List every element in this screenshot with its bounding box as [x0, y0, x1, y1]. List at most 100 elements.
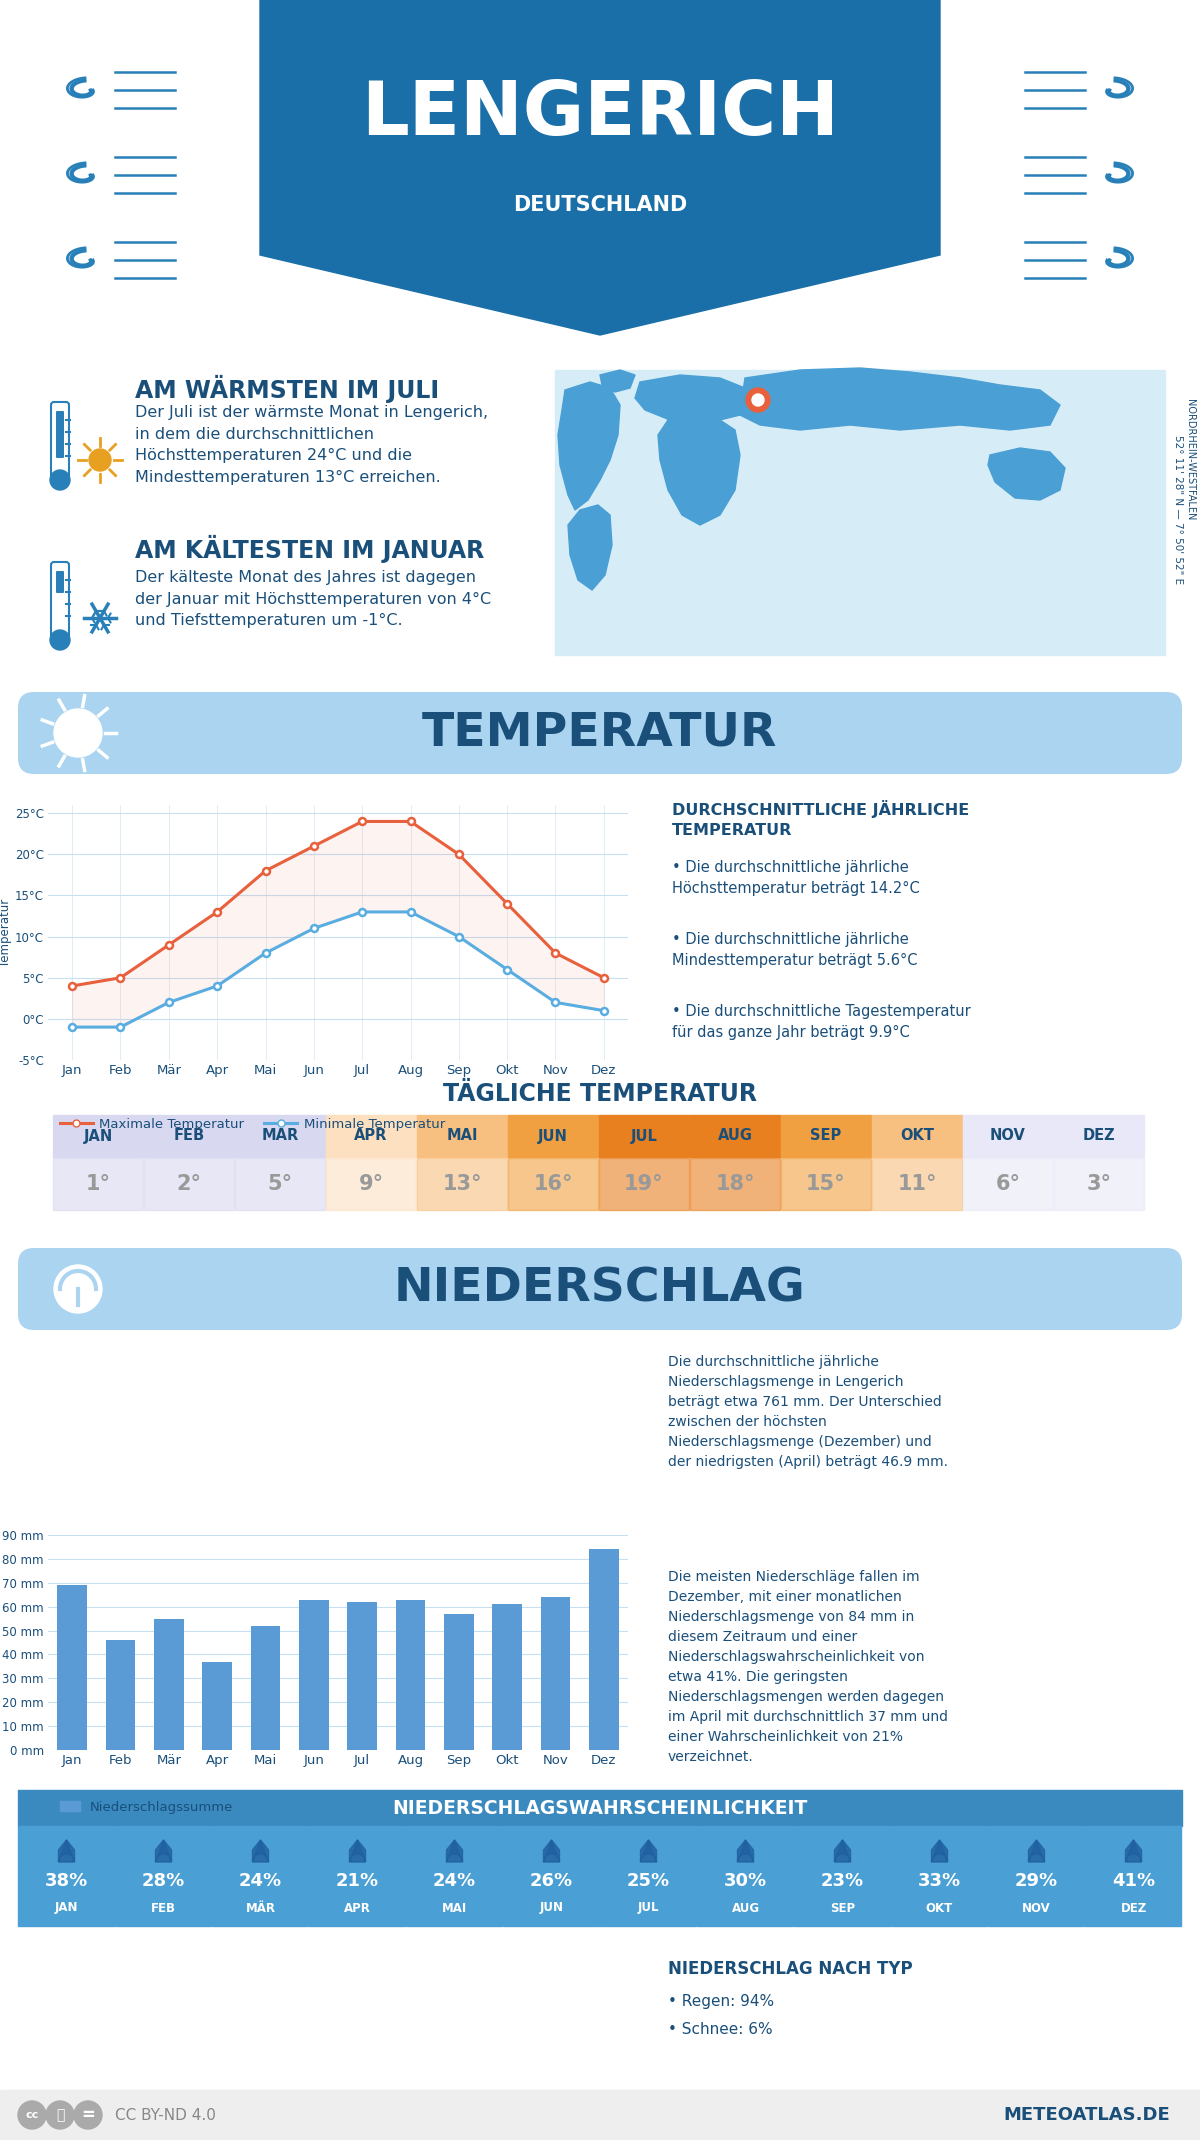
Text: 29%: 29%: [1015, 1872, 1058, 1890]
Bar: [503, 1825, 599, 1926]
Text: 2°: 2°: [176, 1175, 202, 1194]
Circle shape: [74, 2101, 102, 2129]
Text: =: =: [82, 2106, 95, 2125]
Text: Die meisten Niederschläge fallen im
Dezember, mit einer monatlichen
Niederschlag: Die meisten Niederschläge fallen im Deze…: [668, 1571, 948, 1766]
Bar: [251, 1626, 281, 1751]
Polygon shape: [252, 1840, 269, 1862]
Bar: [1054, 1115, 1144, 1158]
Polygon shape: [446, 1840, 462, 1862]
Circle shape: [46, 2101, 74, 2129]
Text: 1°: 1°: [85, 1175, 110, 1194]
Text: 5°: 5°: [268, 1175, 293, 1194]
Bar: [492, 1605, 522, 1751]
Circle shape: [54, 708, 102, 758]
Polygon shape: [1126, 1840, 1141, 1862]
Polygon shape: [349, 1840, 366, 1862]
Text: 23%: 23%: [821, 1872, 864, 1890]
Polygon shape: [740, 368, 1060, 430]
Text: NIEDERSCHLAGSWAHRSCHEINLICHKEIT: NIEDERSCHLAGSWAHRSCHEINLICHKEIT: [392, 1798, 808, 1817]
Polygon shape: [446, 1840, 462, 1862]
Bar: [18, 1789, 1182, 1825]
Text: JUL: JUL: [637, 1902, 659, 1915]
Text: FEB: FEB: [151, 1902, 176, 1915]
Bar: [310, 1825, 406, 1926]
Polygon shape: [156, 1840, 172, 1862]
Bar: [964, 1158, 1054, 1209]
Bar: [988, 1825, 1084, 1926]
Polygon shape: [544, 1840, 559, 1862]
Bar: [0, 2091, 1200, 2140]
Legend: Niederschlagssumme: Niederschlagssumme: [54, 1795, 239, 1819]
Bar: [0, 0, 1200, 340]
Bar: [18, 1825, 114, 1926]
Bar: [326, 1158, 416, 1209]
Text: 52° 11' 28" N — 7° 50' 52" E: 52° 11' 28" N — 7° 50' 52" E: [1174, 434, 1183, 584]
Text: Die durchschnittliche jährliche
Niederschlagsmenge in Lengerich
beträgt etwa 761: Die durchschnittliche jährliche Niedersc…: [668, 1355, 948, 1470]
Polygon shape: [635, 374, 750, 426]
Polygon shape: [931, 1840, 948, 1862]
Bar: [144, 1115, 234, 1158]
Text: JUN: JUN: [540, 1902, 564, 1915]
Text: 24%: 24%: [239, 1872, 282, 1890]
Text: CC BY-ND 4.0: CC BY-ND 4.0: [115, 2108, 216, 2123]
Text: 15°: 15°: [806, 1175, 846, 1194]
Text: 25%: 25%: [626, 1872, 670, 1890]
Text: Der Juli ist der wärmste Monat in Lengerich,
in dem die durchschnittlichen
Höchs: Der Juli ist der wärmste Monat in Lenger…: [134, 404, 488, 486]
Bar: [235, 1115, 325, 1158]
Polygon shape: [544, 1840, 559, 1862]
Text: DEUTSCHLAND: DEUTSCHLAND: [512, 195, 688, 214]
Polygon shape: [568, 505, 612, 591]
Bar: [781, 1158, 871, 1209]
Text: NIEDERSCHLAG: NIEDERSCHLAG: [394, 1267, 806, 1312]
FancyBboxPatch shape: [18, 1248, 1182, 1329]
FancyBboxPatch shape: [50, 402, 70, 477]
Polygon shape: [1028, 1840, 1044, 1862]
Bar: [396, 1599, 426, 1751]
Text: 11°: 11°: [898, 1175, 937, 1194]
Text: APR: APR: [344, 1902, 371, 1915]
Text: LENGERICH: LENGERICH: [361, 79, 839, 152]
Text: • Die durchschnittliche Tagestemperatur
für das ganze Jahr beträgt 9.9°C: • Die durchschnittliche Tagestemperatur …: [672, 1004, 971, 1040]
Text: 16°: 16°: [533, 1175, 572, 1194]
Bar: [1085, 1825, 1181, 1926]
Bar: [418, 1158, 508, 1209]
Bar: [106, 1639, 136, 1751]
Text: AUG: AUG: [732, 1902, 760, 1915]
Text: METEOATLAS.DE: METEOATLAS.DE: [1003, 2106, 1170, 2125]
Bar: [508, 1115, 598, 1158]
Circle shape: [18, 2101, 46, 2129]
Circle shape: [50, 629, 70, 651]
Bar: [444, 1614, 474, 1751]
Text: 26%: 26%: [530, 1872, 574, 1890]
Text: JAN: JAN: [55, 1902, 78, 1915]
Bar: [1054, 1158, 1144, 1209]
Text: 6°: 6°: [996, 1175, 1020, 1194]
Polygon shape: [738, 1840, 754, 1862]
Bar: [554, 370, 1165, 655]
Bar: [154, 1618, 184, 1751]
Polygon shape: [260, 0, 940, 336]
Text: APR: APR: [354, 1128, 388, 1143]
Text: AUG: AUG: [718, 1128, 752, 1143]
Text: DEZ: DEZ: [1121, 1902, 1147, 1915]
Polygon shape: [156, 1840, 172, 1862]
Text: 24%: 24%: [433, 1872, 476, 1890]
Circle shape: [54, 1265, 102, 1314]
Bar: [872, 1115, 962, 1158]
Bar: [235, 1158, 325, 1209]
FancyBboxPatch shape: [50, 563, 70, 638]
Text: AM WÄRMSTEN IM JULI: AM WÄRMSTEN IM JULI: [134, 374, 439, 402]
Text: JUL: JUL: [630, 1128, 658, 1143]
Text: FEB: FEB: [174, 1128, 204, 1143]
Bar: [600, 1825, 696, 1926]
FancyBboxPatch shape: [18, 691, 1182, 775]
Text: JAN: JAN: [83, 1128, 113, 1143]
Circle shape: [746, 387, 770, 413]
Text: • Die durchschnittliche jährliche
Höchsttemperatur beträgt 14.2°C: • Die durchschnittliche jährliche Höchst…: [672, 860, 919, 897]
Text: OKT: OKT: [926, 1902, 953, 1915]
Text: MAI: MAI: [442, 1902, 467, 1915]
Bar: [599, 1158, 689, 1209]
Polygon shape: [988, 447, 1066, 501]
FancyBboxPatch shape: [56, 411, 64, 458]
Text: 3°: 3°: [1086, 1175, 1111, 1194]
